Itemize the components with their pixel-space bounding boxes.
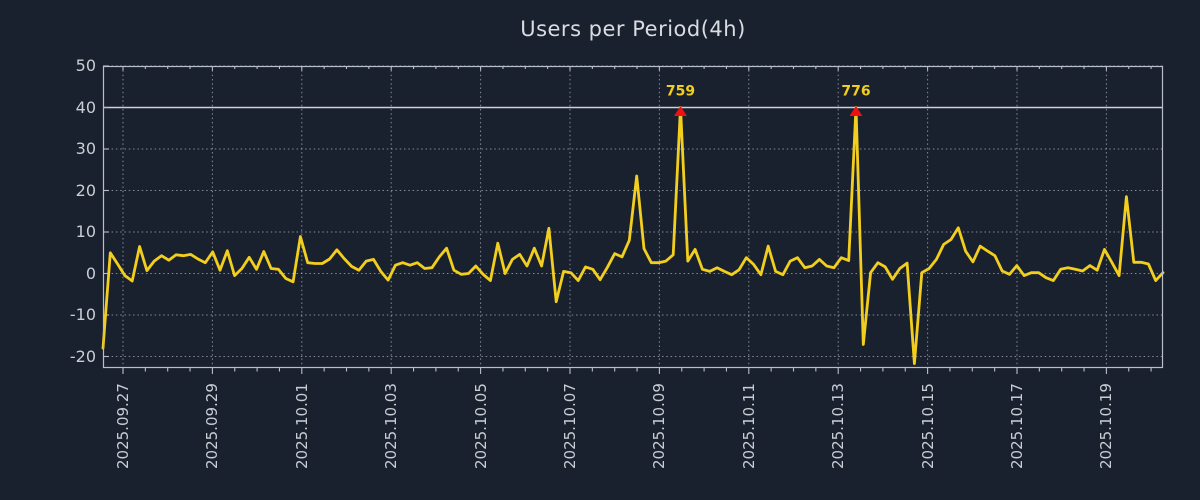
y-tick-label: 40	[75, 97, 96, 117]
x-tick-label: 2025.10.01	[292, 383, 311, 469]
x-tick-label: 2025.10.07	[561, 383, 579, 469]
y-tick-label: 30	[75, 139, 96, 158]
peak-marker-triangle	[849, 106, 863, 116]
y-tick-label: -10	[69, 305, 96, 324]
x-tick-label: 2025.10.13	[829, 383, 848, 469]
x-tick-label: 2025.10.17	[1008, 383, 1026, 469]
series-line-users	[101, 106, 1165, 366]
y-tick-label: 10	[75, 222, 96, 241]
y-tick-label: 50	[75, 56, 96, 75]
peak-annotation-label: 759	[666, 84, 695, 100]
x-tick-label: 2025.09.29	[203, 383, 222, 469]
plot-frame	[102, 65, 1164, 369]
chart-title: Users per Period(4h)	[520, 17, 746, 41]
peak-marker-triangle	[674, 106, 688, 116]
x-tick-label: 2025.10.03	[382, 383, 401, 469]
plot-area: 759 776	[101, 65, 1165, 374]
x-tick-label: 2025.10.11	[739, 383, 758, 469]
y-tick-label: 0	[85, 263, 96, 283]
x-tick-label: 2025.10.09	[650, 383, 669, 469]
y-tick-label: -20	[69, 346, 96, 366]
x-tick-label: 2025.09.27	[114, 383, 132, 469]
x-tick-label: 2025.10.15	[918, 383, 937, 469]
x-tick-label: 2025.10.19	[1097, 383, 1116, 469]
y-tick-label: 20	[75, 180, 96, 200]
x-tick-label: 2025.10.05	[471, 383, 490, 469]
peak-annotation-label: 776	[841, 84, 870, 100]
